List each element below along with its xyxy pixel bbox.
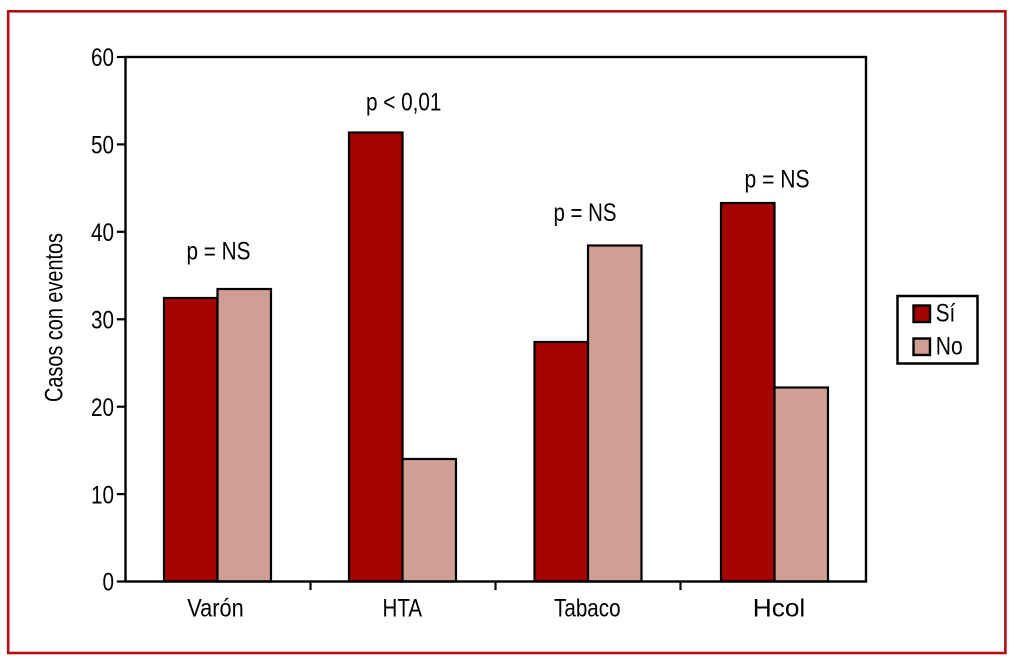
svg-text:10: 10	[91, 481, 114, 509]
svg-text:p = NS: p = NS	[745, 166, 810, 194]
svg-text:Tabaco: Tabaco	[554, 595, 621, 623]
svg-text:Hcol: Hcol	[753, 595, 806, 623]
svg-text:p = NS: p = NS	[554, 199, 617, 227]
svg-text:p < 0,01: p < 0,01	[366, 89, 442, 117]
svg-text:No: No	[936, 333, 963, 361]
svg-text:Sí: Sí	[936, 300, 956, 328]
svg-text:30: 30	[91, 307, 114, 335]
svg-text:p = NS: p = NS	[187, 238, 251, 266]
svg-text:HTA: HTA	[383, 595, 423, 623]
svg-text:60: 60	[91, 44, 114, 72]
svg-text:20: 20	[91, 394, 114, 422]
svg-text:0: 0	[103, 569, 115, 597]
svg-text:Varón: Varón	[187, 595, 244, 623]
svg-text:50: 50	[91, 132, 114, 160]
svg-text:Casos con eventos: Casos con eventos	[41, 233, 69, 402]
svg-text:40: 40	[91, 219, 114, 247]
